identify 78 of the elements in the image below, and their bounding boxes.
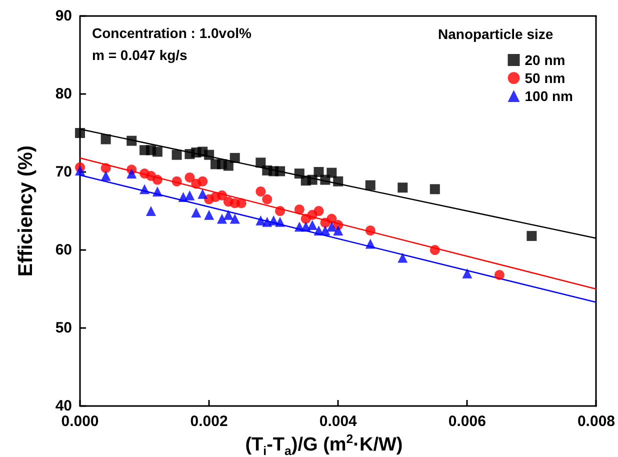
point	[256, 215, 266, 226]
point	[223, 210, 234, 220]
point	[462, 268, 472, 278]
point	[262, 216, 272, 227]
point	[75, 128, 85, 138]
legend-label: 100 nm	[524, 88, 573, 104]
point	[256, 158, 266, 168]
point	[314, 167, 324, 177]
legend-title: Nanoparticle size	[438, 26, 554, 42]
point	[100, 170, 111, 181]
point	[294, 204, 304, 214]
point	[204, 210, 214, 220]
point	[100, 134, 111, 144]
point	[262, 194, 272, 204]
legend-label: 50 nm	[524, 70, 566, 86]
point	[268, 215, 279, 226]
y-tick-label: 90	[55, 8, 72, 24]
point	[236, 198, 246, 208]
annotation: m = 0.047 kg/s	[92, 46, 188, 65]
point	[275, 166, 286, 176]
point	[398, 252, 408, 263]
point	[326, 214, 337, 224]
point	[172, 150, 182, 160]
point	[307, 220, 318, 230]
x-tick-label: 0.002	[190, 413, 228, 430]
legend-label: 20 nm	[524, 52, 566, 68]
point	[184, 172, 195, 182]
point	[398, 182, 408, 193]
point	[184, 190, 195, 200]
point	[326, 222, 337, 232]
point	[178, 192, 188, 202]
point	[191, 208, 202, 218]
y-axis-title: Efficiency (%)	[15, 145, 37, 277]
x-tick-label: 0.006	[448, 413, 486, 430]
point	[230, 152, 240, 163]
point	[365, 180, 376, 190]
x-tick-label: 0.008	[577, 413, 616, 430]
point	[152, 146, 162, 157]
point	[216, 190, 227, 200]
point	[75, 165, 85, 176]
point	[216, 214, 227, 224]
point	[430, 184, 440, 194]
point	[100, 163, 111, 174]
point	[198, 188, 208, 199]
y-tick-label: 60	[55, 242, 72, 258]
x-tick-label: 0.000	[61, 413, 99, 430]
x-axis-title: (T$_{i}$-T$_{a}$)/G (m$^{2}$·K/W)	[245, 432, 403, 457]
point	[365, 226, 376, 236]
point	[223, 160, 234, 171]
y-tick-label: 40	[55, 398, 72, 414]
point	[198, 176, 208, 186]
point	[365, 238, 376, 249]
point	[140, 184, 150, 194]
point	[230, 214, 240, 224]
y-tick-label: 70	[55, 164, 72, 180]
point	[126, 136, 137, 146]
point	[307, 174, 318, 185]
point	[126, 168, 137, 179]
point	[320, 226, 330, 236]
point	[275, 206, 286, 216]
y-tick-label: 50	[55, 320, 72, 336]
point	[204, 150, 214, 160]
point	[314, 206, 324, 216]
point	[152, 174, 162, 185]
point	[526, 230, 537, 241]
point	[172, 176, 182, 186]
point	[494, 270, 504, 280]
y-tick-label: 80	[55, 86, 72, 102]
annotation: Concentration : 1.0vol%	[92, 24, 252, 43]
point	[256, 186, 266, 196]
point	[275, 216, 286, 227]
point	[326, 168, 337, 178]
x-tick-label: 0.004	[319, 413, 358, 430]
point	[146, 206, 156, 216]
point	[152, 186, 162, 196]
point	[333, 176, 344, 186]
point	[430, 245, 440, 255]
point	[333, 226, 344, 236]
